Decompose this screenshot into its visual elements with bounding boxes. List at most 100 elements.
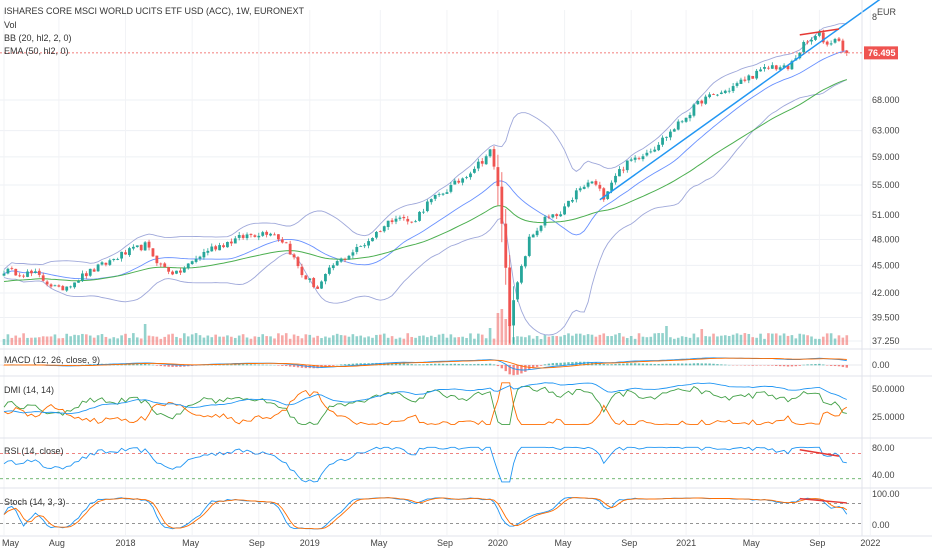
volume-bar — [371, 337, 374, 345]
candle-body — [825, 41, 829, 45]
macd-histogram-bar — [253, 364, 257, 366]
macd-histogram-bar — [512, 365, 515, 376]
volume-bar — [241, 334, 245, 345]
price-axis[interactable]: 37.250 39.500 42.000 45.000 48.000 51.000 55.0… — [872, 95, 900, 346]
candle-body — [790, 61, 794, 70]
candle-body — [837, 38, 841, 41]
dmi-pane-label[interactable]: DMI (14, 14) — [4, 385, 54, 395]
bollinger-bands — [3, 23, 848, 336]
macd-histogram-bar — [167, 365, 170, 367]
volume-bar — [237, 335, 241, 345]
candle-body — [543, 216, 547, 226]
volume-bar — [14, 335, 18, 345]
volume-bar — [633, 338, 637, 345]
last-price-tag — [864, 46, 898, 60]
rsi-pane-label[interactable]: RSI (14, close) — [4, 446, 64, 456]
volume-bar — [629, 336, 633, 345]
macd-histogram-bar — [696, 363, 700, 366]
candle-body — [167, 267, 171, 272]
candle-body — [657, 144, 661, 151]
macd-histogram-bar — [614, 363, 617, 366]
volume-bar — [516, 336, 519, 345]
macd-histogram-bar — [798, 365, 801, 366]
macd-histogram-bar — [343, 364, 347, 366]
price-tick-label: 42.000 — [872, 288, 900, 298]
candle-body — [382, 226, 386, 232]
candle-body — [488, 149, 492, 157]
indicator-bb[interactable]: BB (20, hl2, 2, 0) — [4, 33, 72, 43]
volume-bar — [426, 337, 429, 345]
macd-histogram-bar — [684, 363, 688, 366]
candle-body — [155, 255, 159, 264]
candle-body — [367, 241, 370, 246]
candle-body — [351, 252, 355, 256]
volume-bar — [382, 333, 386, 345]
volume-bar — [410, 336, 413, 345]
macd-histogram-bar — [257, 364, 260, 366]
candle-body — [57, 285, 61, 287]
candle-body — [218, 245, 221, 251]
macd-pane-label[interactable]: MACD (12, 26, close, 9) — [4, 355, 100, 365]
candle-body — [727, 90, 731, 92]
volume-bar — [700, 329, 704, 345]
macd-histogram-bar — [230, 364, 233, 366]
time-tick-label: 2020 — [488, 538, 508, 548]
volume-bar — [657, 333, 660, 345]
indicator-vol[interactable]: Vol — [4, 20, 17, 30]
rsi-pane[interactable] — [0, 446, 862, 483]
candle-body — [202, 251, 206, 258]
chart-annotations[interactable] — [599, 0, 890, 201]
indicator-ema[interactable]: EMA (50, hl2, 0) — [4, 46, 69, 56]
volume-bar — [331, 335, 335, 345]
macd-histogram-bar — [461, 363, 464, 366]
volume-bar — [398, 337, 402, 345]
stoch-pane-label[interactable]: Stoch (14, 3, 3) — [4, 497, 66, 507]
candle-body — [53, 285, 57, 287]
candle-body — [606, 191, 610, 199]
macd-histogram-bar — [551, 363, 554, 366]
macd-histogram-bar — [234, 364, 237, 366]
price-tick-label: 45.000 — [872, 260, 900, 270]
macd-histogram-bar — [155, 365, 159, 366]
volume-bar — [594, 336, 598, 345]
volume-bar — [226, 335, 229, 345]
volume-bar — [676, 337, 680, 345]
macd-pane[interactable] — [0, 357, 862, 376]
dmi-pane[interactable] — [3, 382, 848, 425]
macd-histogram-bar — [238, 364, 241, 366]
macd-histogram-bar — [767, 365, 770, 366]
time-tick-label: May — [743, 538, 761, 548]
bb-upper — [3, 23, 847, 270]
macd-histogram-bar — [649, 363, 652, 366]
macd-histogram-bar — [680, 363, 684, 366]
volume-bar — [65, 333, 69, 345]
volume-bar — [30, 337, 33, 345]
time-tick-label: 2019 — [300, 538, 320, 548]
candlesticks[interactable] — [2, 29, 849, 344]
candle-body — [229, 241, 233, 244]
candle-body — [6, 268, 10, 274]
volume-bar — [210, 337, 214, 345]
macd-histogram-bar — [171, 365, 174, 367]
macd-histogram-bar — [790, 365, 794, 367]
stoch-pane[interactable] — [0, 497, 862, 530]
candle-body — [324, 273, 327, 282]
candle-body — [265, 231, 269, 235]
macd-histogram-bar — [633, 363, 637, 366]
macd-histogram-bar — [355, 363, 358, 366]
symbol-title[interactable]: ISHARES CORE MSCI WORLD UCITS ETF USD (A… — [4, 6, 305, 16]
candle-body — [696, 100, 700, 105]
price-tick-label: 63.000 — [872, 126, 900, 136]
volume-bar — [273, 338, 276, 345]
candle-body — [571, 200, 574, 202]
volume-bar — [684, 336, 688, 345]
candle-body — [598, 184, 602, 189]
volume-bar — [488, 328, 492, 345]
macd-histogram-bar — [147, 364, 151, 366]
time-axis[interactable]: May Aug 2018 May Sep 2019 May Sep 2020 May Sep 2021… — [2, 538, 880, 548]
candle-body — [625, 160, 629, 171]
candle-body — [88, 268, 92, 276]
time-tick-label: 2018 — [116, 538, 136, 548]
candle-body — [131, 246, 135, 249]
